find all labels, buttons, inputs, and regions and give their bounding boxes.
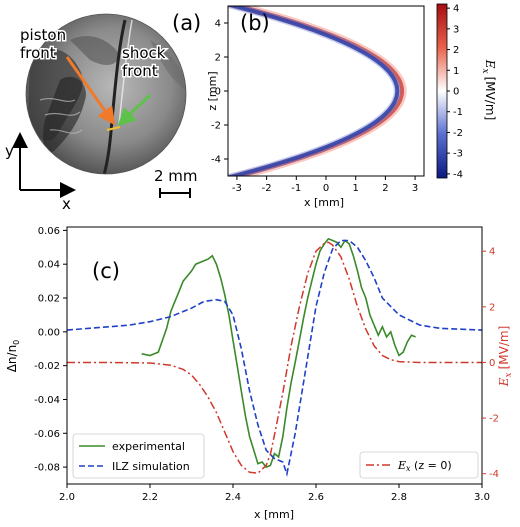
front-negative-layer	[228, 6, 400, 176]
panel-b: -3 -2 -1 0 1 2 3 4 2 0 -2 -4 (b) x [mm] z [mm] 4 3 2 1…	[206, 3, 497, 209]
colorbar-label: Ex[MV/m]	[480, 59, 497, 121]
line-y-right-tick-label: 4	[489, 247, 495, 258]
colorbar-tick-label: -2	[453, 128, 463, 139]
line-y-left-tick-label: -0.04	[34, 395, 60, 406]
line-y-left-label: Δn/n0	[5, 340, 21, 373]
heatmap-x-tick-label: 1	[353, 183, 359, 194]
heatmap-x-tick-label: -1	[291, 183, 301, 194]
front-negative-halo	[228, 6, 401, 176]
shadowgraph-image	[26, 14, 186, 174]
line-plot-axes: 2.0 2.2 2.4 2.6 2.8 3.0 0.06 0.04 0.02 0.00 -0.02 -…	[34, 226, 499, 503]
line-y-left-tick-label: -0.02	[34, 361, 60, 372]
colorbar	[436, 3, 448, 179]
heatmap-y-label: z [mm]	[206, 71, 219, 110]
line-x-tick-label: 2.8	[391, 492, 407, 503]
panel-b-label: (b)	[240, 11, 270, 35]
line-y-right-tick-label: 0	[489, 358, 495, 369]
heatmap-y-tick-label: 4	[215, 19, 221, 30]
line-plot-frame	[66, 226, 483, 485]
panel-c-label: (c)	[92, 259, 120, 283]
heatmap-x-tick-label: 3	[412, 183, 418, 194]
line-x-tick-label: 2.2	[142, 492, 158, 503]
heatmap-x-label: x [mm]	[304, 196, 344, 209]
shock-label-line2: front	[122, 62, 158, 80]
colorbar-tick-label: 0	[453, 87, 459, 98]
line-y-left-tick-label: 0.00	[38, 327, 60, 338]
heatmap-y-tick-label: -4	[211, 155, 221, 166]
heatmap-x-tick-label: 0	[323, 183, 329, 194]
colorbar-tick-label: -3	[453, 149, 463, 160]
scale-bar	[159, 188, 191, 198]
line-x-tick-label: 2.0	[59, 492, 75, 503]
colorbar-tick-label: 3	[453, 24, 459, 35]
colorbar-tick-label: 2	[453, 45, 459, 56]
piston-front-arrow	[65, 56, 116, 126]
colorbar-tick-label: 1	[453, 66, 459, 77]
line-y-right-tick-label: 2	[489, 302, 495, 313]
scale-bar-text: 2 mm	[154, 167, 198, 185]
line-x-tick-label: 2.4	[225, 492, 241, 503]
heatmap-axes: -3 -2 -1 0 1 2 3 4 2 0 -2 -4	[211, 19, 418, 195]
heatmap-y-tick-label: -2	[211, 121, 221, 132]
piston-label-line1: piston	[20, 26, 66, 44]
series-ilz-simulation-line	[67, 239, 482, 477]
line-y-right-tick-label: -4	[489, 469, 499, 480]
series-experimental-line	[141, 237, 416, 469]
heatmap-front	[228, 6, 407, 176]
legend-experimental-label: experimental	[112, 440, 185, 453]
heatmap-x-tick-label: -3	[232, 183, 242, 194]
heatmap-y-tick-label: 2	[215, 53, 221, 64]
line-x-tick-label: 2.6	[308, 492, 324, 503]
line-y-left-tick-label: 0.06	[38, 226, 60, 237]
line-y-right-tick-label: -2	[489, 414, 499, 425]
piston-label-line2: front	[20, 44, 56, 62]
line-y-right-label: Ex[MV/m]	[497, 326, 514, 388]
line-y-left-tick-label: 0.04	[38, 260, 60, 271]
legend-ilz-label: ILZ simulation	[112, 460, 190, 473]
shock-front-arrow	[117, 93, 152, 127]
axis-x-label: x	[62, 195, 71, 213]
line-x-label: x [mm]	[254, 508, 294, 521]
legend-right: Ex (z = 0)	[359, 451, 479, 479]
line-y-left-tick-label: 0.02	[38, 294, 60, 305]
colorbar-tick-label: 4	[453, 4, 459, 15]
colorbar-ticks: 4 3 2 1 0 -1 -2 -3 -4	[447, 4, 463, 180]
line-y-left-tick-label: -0.08	[34, 463, 60, 474]
panel-a: piston front shock front (a) y x 2 mm	[5, 11, 201, 213]
shock-label-line1: shock	[122, 44, 166, 62]
shock-marker	[106, 126, 121, 131]
heatmap-x-tick-label: 2	[382, 183, 388, 194]
colorbar-tick-label: -1	[453, 107, 463, 118]
panel-c: 2.0 2.2 2.4 2.6 2.8 3.0 0.06 0.04 0.02 0.00 -0.02 -…	[5, 226, 514, 521]
axis-y-label: y	[5, 142, 14, 160]
line-x-tick-label: 3.0	[474, 492, 490, 503]
panel-a-label: (a)	[172, 11, 201, 35]
colorbar-tick-label: -4	[453, 169, 463, 180]
series-ex-line	[67, 241, 482, 474]
heatmap-y-tick-label: 0	[215, 87, 221, 98]
legend-ex-label: Ex (z = 0)	[397, 459, 452, 473]
heatmap-x-tick-label: -2	[262, 183, 272, 194]
legend-left: experimental ILZ simulation	[72, 433, 205, 479]
line-y-left-tick-label: -0.06	[34, 429, 60, 440]
